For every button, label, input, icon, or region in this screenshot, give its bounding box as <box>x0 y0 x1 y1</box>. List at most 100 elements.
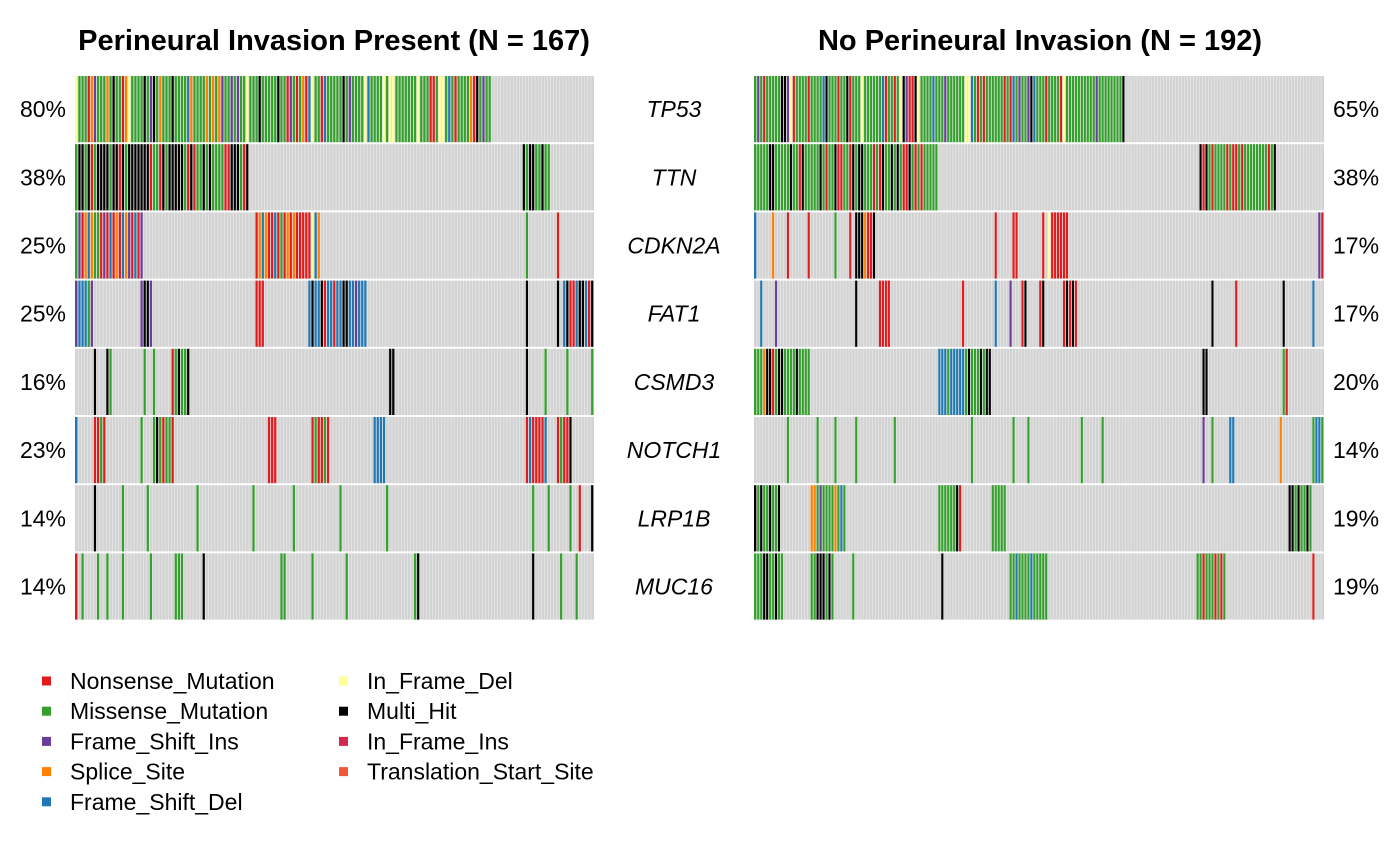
mutation-cell-nonsense-mutation <box>295 76 299 143</box>
mutation-cell-frame-shift-del <box>364 280 367 347</box>
mutation-cell-missense-mutation <box>1309 485 1312 552</box>
mutation-cell-missense-mutation <box>917 144 920 211</box>
mutation-cell-missense-mutation <box>1255 144 1259 211</box>
mutation-cell-nonsense-mutation <box>881 280 884 347</box>
mutation-cell-nonsense-mutation <box>1041 212 1045 279</box>
legend-label-in-frame-ins: In_Frame_Ins <box>367 728 509 754</box>
mutation-cell-missense-mutation <box>878 76 882 143</box>
mutation-cell-missense-mutation <box>137 76 140 143</box>
mutation-cell-missense-mutation <box>162 76 165 143</box>
mutation-cell-splice-site <box>292 212 295 279</box>
mutation-cell-missense-mutation <box>756 144 760 211</box>
right-percent-label: 65% <box>1333 96 1379 122</box>
mutation-cell-missense-mutation <box>935 144 938 211</box>
mutation-cell-nonsense-mutation <box>162 417 165 484</box>
mutation-cell-missense-mutation <box>828 76 831 143</box>
mutation-cell-missense-mutation <box>771 485 775 552</box>
mutation-cell-missense-mutation <box>923 76 926 143</box>
mutation-cell-missense-mutation <box>754 348 757 415</box>
mutation-cell-frame-shift-del <box>949 348 953 415</box>
mutation-cell-missense-mutation <box>851 76 855 143</box>
mutation-cell-nonsense-mutation <box>771 348 775 415</box>
mutation-cell-multi-hit <box>780 76 784 143</box>
mutation-cell-nonsense-mutation <box>1050 212 1054 279</box>
mutation-cell-multi-hit <box>762 553 766 620</box>
mutation-cell-missense-mutation <box>798 348 801 415</box>
mutation-cell-multi-hit <box>985 348 988 415</box>
mutation-cell-frame-shift-del <box>932 76 935 143</box>
legend-swatch-splice-site <box>42 767 51 777</box>
mutation-cell-nonsense-mutation <box>541 417 544 484</box>
mutation-cell-missense-mutation <box>357 76 361 143</box>
mutation-cell-nonsense-mutation <box>75 553 78 620</box>
mutation-cell-multi-hit <box>115 144 118 211</box>
mutation-cell-missense-mutation <box>202 76 205 143</box>
row-background-muc16 <box>75 553 594 620</box>
mutation-cell-multi-hit <box>522 144 525 211</box>
mutation-cell-multi-hit <box>979 348 982 415</box>
mutation-cell-missense-mutation <box>174 76 177 143</box>
mutation-cell-nonsense-mutation <box>270 212 274 279</box>
mutation-cell-missense-mutation <box>816 485 819 552</box>
mutation-cell-multi-hit <box>143 144 146 211</box>
mutation-cell-missense-mutation <box>887 76 890 143</box>
mutation-cell-multi-hit <box>777 485 781 552</box>
mutation-cell-missense-mutation <box>765 144 769 211</box>
mutation-cell-missense-mutation <box>863 76 867 143</box>
mutation-cell-multi-hit <box>155 417 159 484</box>
mutation-cell-missense-mutation <box>756 485 760 552</box>
mutation-cell-missense-mutation <box>196 485 199 552</box>
mutation-cell-multi-hit <box>1288 485 1291 552</box>
mutation-cell-nonsense-mutation <box>87 76 90 143</box>
mutation-cell-missense-mutation <box>754 76 757 143</box>
mutation-cell-in-frame-del <box>416 76 420 143</box>
mutation-cell-missense-mutation <box>280 212 283 279</box>
mutation-cell-missense-mutation <box>875 144 879 211</box>
mutation-cell-missense-mutation <box>385 485 389 552</box>
mutation-cell-missense-mutation <box>976 348 979 415</box>
mutation-cell-multi-hit <box>140 144 143 211</box>
mutation-cell-multi-hit <box>531 144 535 211</box>
mutation-cell-missense-mutation <box>435 76 438 143</box>
left-percent-label: 25% <box>20 301 66 327</box>
gene-labels: TP53 TTN CDKN2A FAT1 CSMD3 NOTCH1 LRP1B MUC16 <box>627 96 722 599</box>
mutation-cell-frame-shift-del <box>186 76 190 143</box>
mutation-cell-missense-mutation <box>323 417 327 484</box>
mutation-cell-frame-shift-del <box>329 280 333 347</box>
mutation-cell-frame-shift-ins <box>1095 76 1098 143</box>
mutation-cell-missense-mutation <box>816 144 819 211</box>
mutation-cell-nonsense-mutation <box>224 144 227 211</box>
mutation-cell-frame-shift-ins <box>348 76 351 143</box>
mutation-cell-missense-mutation <box>463 76 466 143</box>
mutation-cell-multi-hit <box>525 280 529 347</box>
mutation-cell-missense-mutation <box>768 76 772 143</box>
mutation-cell-multi-hit <box>1030 76 1033 143</box>
mutation-cell-multi-hit <box>121 144 125 211</box>
mutation-cell-nonsense-mutation <box>1202 144 1205 211</box>
mutation-cell-multi-hit <box>768 144 772 211</box>
mutation-cell-frame-shift-ins <box>819 485 822 552</box>
mutation-cell-frame-shift-del <box>958 348 962 415</box>
mutation-cell-missense-mutation <box>834 417 837 484</box>
mutation-cell-missense-mutation <box>544 144 547 211</box>
mutation-cell-missense-mutation <box>249 76 252 143</box>
mutation-cell-missense-mutation <box>106 553 109 620</box>
mutation-cell-missense-mutation <box>273 76 277 143</box>
mutation-cell-multi-hit <box>146 280 149 347</box>
mutation-cell-missense-mutation <box>765 76 769 143</box>
mutation-cell-missense-mutation <box>935 76 938 143</box>
mutation-cell-nonsense-mutation <box>304 212 308 279</box>
mutation-cell-nonsense-mutation <box>121 76 125 143</box>
mutation-cell-missense-mutation <box>795 76 798 143</box>
mutation-cell-missense-mutation <box>807 348 810 415</box>
mutation-cell-multi-hit <box>96 144 100 211</box>
mutation-cell-frame-shift-ins <box>289 76 292 143</box>
mutation-cell-multi-hit <box>1065 280 1069 347</box>
mutation-cell-splice-site <box>158 76 162 143</box>
mutation-cell-multi-hit <box>162 144 165 211</box>
left-percent-label: 23% <box>20 437 66 463</box>
mutation-cell-missense-mutation <box>575 553 578 620</box>
mutation-cell-missense-mutation <box>786 144 789 211</box>
mutation-cell-missense-mutation <box>298 76 302 143</box>
mutation-cell-multi-hit <box>581 280 584 347</box>
